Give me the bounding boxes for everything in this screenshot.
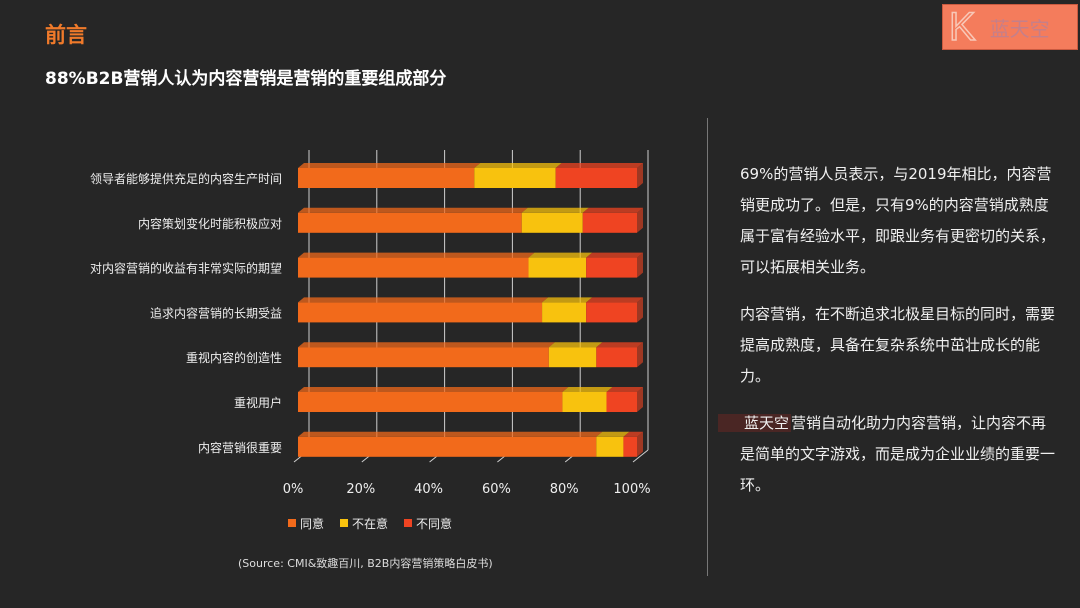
bar-top-face [555, 163, 643, 168]
category-label: 内容策划变化时能积极应对 [138, 216, 282, 231]
legend-swatch [340, 519, 348, 527]
category-label: 重视用户 [234, 395, 282, 410]
bar-top-face [596, 431, 630, 437]
bar-segment-3 [586, 257, 637, 278]
gridline-foot [632, 449, 649, 463]
bar-side-face [637, 207, 643, 233]
bar-top-face [298, 387, 569, 392]
bar-side-face [637, 163, 643, 188]
bar-top-face [474, 163, 562, 168]
divider [707, 118, 708, 576]
chart-source: (Source: CMI&致趣百川, B2B内容营销策略白皮书) [238, 557, 493, 570]
x-tick-label: 80% [550, 482, 579, 497]
bar-top-face [521, 207, 589, 213]
bar-top-face [562, 387, 613, 392]
bar-top-face [606, 387, 643, 392]
bar-side-face [637, 431, 643, 457]
bar-segment-3 [623, 436, 637, 457]
category-label: 内容营销很重要 [198, 440, 282, 455]
legend-label: 同意 [300, 516, 324, 531]
bar-segment-1 [298, 302, 543, 323]
bar-segment-2 [596, 436, 624, 457]
category-label: 领导者能够提供充足的内容生产时间 [90, 171, 282, 186]
bar-segment-1 [298, 392, 563, 412]
bar-top-face [528, 252, 593, 258]
bar-side-face [637, 297, 643, 323]
x-tick-label: 60% [482, 482, 511, 497]
x-tick-label: 20% [346, 482, 375, 497]
bar-segment-3 [586, 302, 637, 323]
paragraph-3: 蓝天空 营销自动化助力内容营销，让内容不再是简单的文字游戏，而是成为企业业绩的重要… [718, 408, 1060, 501]
logo-text: 蓝天空 [989, 16, 1050, 41]
paragraph-2: 内容营销，在不断追求北极星目标的同时，需要提高成熟度，具备在复杂系统中茁壮成长的… [740, 305, 1056, 385]
bar-segment-3 [582, 212, 637, 233]
logo-letter: K [948, 4, 976, 50]
bar-segment-1 [298, 436, 597, 457]
bar-segment-3 [596, 347, 637, 368]
x-tick-label: 0% [283, 482, 304, 497]
bar-segment-1 [298, 212, 522, 233]
bar-top-face [298, 207, 528, 213]
brand-highlight: 蓝天空 [718, 414, 792, 432]
page-title: 前言 [45, 23, 87, 47]
page-subtitle: 88%B2B营销人认为内容营销是营销的重要组成部分 [45, 69, 447, 89]
bar-segment-2 [548, 347, 597, 368]
bar-segment-1 [298, 347, 549, 368]
bar-top-face [548, 342, 603, 348]
paragraph-3-text: 营销自动化助力内容营销，让内容不再是简单的文字游戏，而是成为企业业绩的重要一环。 [740, 414, 1056, 494]
legend-swatch [288, 519, 296, 527]
category-label: 追求内容营销的长期受益 [150, 305, 282, 320]
x-tick-label: 40% [414, 482, 443, 497]
x-tick-label: 100% [613, 482, 650, 497]
category-label: 重视内容的创造性 [186, 350, 282, 365]
bar-segment-1 [298, 257, 529, 278]
bar-top-face [586, 297, 643, 303]
bar-top-face [623, 431, 643, 437]
bar-segment-2 [562, 392, 607, 412]
bar-segment-2 [528, 257, 587, 278]
bar-side-face [637, 387, 643, 412]
bar-top-face [596, 342, 643, 348]
legend-label: 不在意 [352, 516, 388, 531]
stacked-bar-chart: 0% 20% 40% 60% 80% 100% 领导者能够提供充足的内容生产时间内容策划变化… [90, 150, 651, 531]
bar-segment-1 [298, 168, 475, 188]
bar-top-face [586, 252, 643, 258]
bar-top-face [582, 207, 643, 213]
legend-swatch [404, 519, 412, 527]
bar-top-face [298, 297, 549, 303]
bar-top-face [298, 252, 535, 258]
brand-logo: K 蓝天空 [942, 4, 1078, 50]
bar-segment-2 [542, 302, 587, 323]
bar-side-face [637, 342, 643, 368]
category-label: 对内容营销的收益有非常实际的期望 [90, 261, 282, 276]
bar-side-face [637, 252, 643, 278]
bar-segment-2 [521, 212, 583, 233]
bar-top-face [542, 297, 593, 303]
bar-top-face [298, 342, 555, 348]
legend-label: 不同意 [416, 516, 452, 531]
paragraph-1: 69%的营销人员表示，与2019年相比，内容营销更成功了。但是，只有9%的内容营… [740, 165, 1056, 276]
bar-top-face [298, 431, 603, 437]
bar-segment-2 [474, 168, 556, 188]
bar-segment-3 [606, 392, 637, 412]
bar-segment-3 [555, 168, 637, 188]
bar-top-face [298, 163, 481, 168]
